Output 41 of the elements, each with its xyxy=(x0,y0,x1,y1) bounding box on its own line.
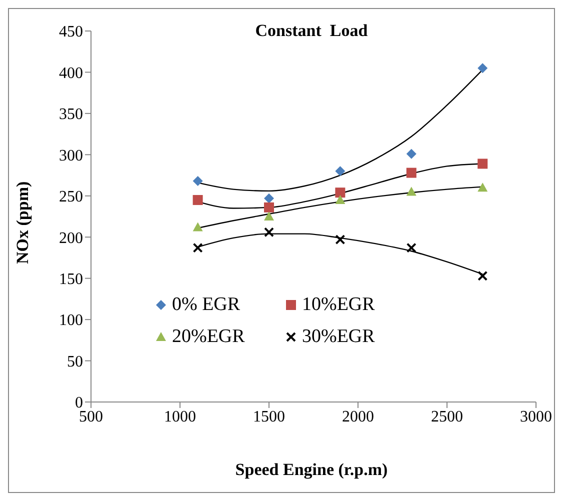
x-tick-label: 2000 xyxy=(342,408,374,426)
point xyxy=(264,212,274,220)
point xyxy=(478,63,488,74)
legend-label: 30%EGR xyxy=(302,326,375,348)
point xyxy=(478,182,488,192)
x-tick-label: 1500 xyxy=(253,408,285,426)
point xyxy=(478,270,488,281)
y-tick-label: 300 xyxy=(59,147,83,164)
y-tick-label: 350 xyxy=(59,106,83,124)
point xyxy=(406,186,416,196)
point xyxy=(335,166,346,176)
y-axis-title: NOx (ppm) xyxy=(13,181,33,264)
point xyxy=(192,222,203,232)
x-tick-label: 2500 xyxy=(431,408,463,426)
point xyxy=(192,176,203,186)
point xyxy=(264,202,274,212)
point xyxy=(406,168,416,178)
point xyxy=(478,158,488,169)
x-axis-title: Speed Engine (r.p.m) xyxy=(234,460,389,480)
point xyxy=(192,195,203,206)
chart-title: Constant Load xyxy=(255,21,368,40)
y-tick-label: 100 xyxy=(59,312,83,330)
y-tick-label: 150 xyxy=(59,271,83,288)
legend-label: 10%EGR xyxy=(302,294,375,316)
y-tick-label: 250 xyxy=(59,188,83,206)
legend-label: 20%EGR xyxy=(172,326,245,348)
point xyxy=(192,242,203,253)
point xyxy=(264,227,274,238)
x-tick-label: 3000 xyxy=(520,408,552,426)
y-tick-label: 50 xyxy=(67,353,83,370)
point xyxy=(406,242,416,253)
point xyxy=(406,148,416,159)
point xyxy=(264,193,274,204)
point xyxy=(335,234,346,245)
legend-label: 0% EGR xyxy=(172,294,240,316)
y-tick-label: 450 xyxy=(59,24,83,41)
point xyxy=(335,188,346,198)
y-tick-label: 200 xyxy=(59,230,83,247)
point xyxy=(335,195,346,204)
x-tick-label: 1000 xyxy=(164,408,196,426)
y-tick-label: 400 xyxy=(59,64,83,82)
